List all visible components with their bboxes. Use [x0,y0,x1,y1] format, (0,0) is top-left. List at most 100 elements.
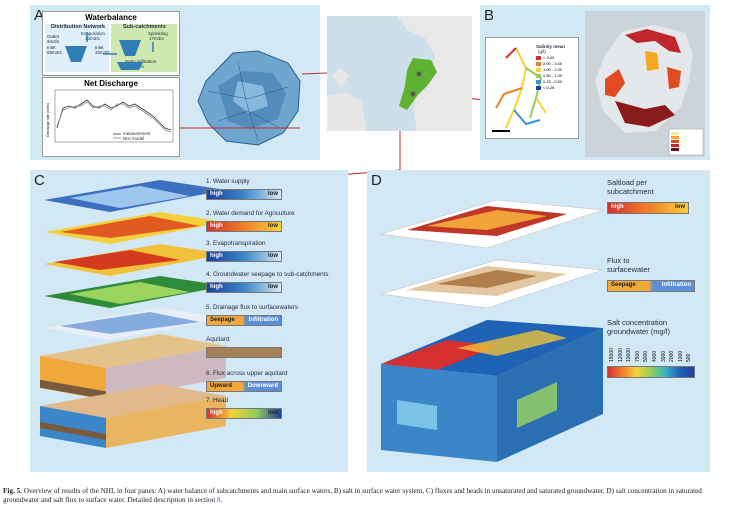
conc-tick-label: 5000 [643,350,650,362]
conc-tick-label: 4000 [652,350,658,362]
conc-title-2: groundwater (mg/l) [607,327,670,336]
salinity-legend-item: 0.25 - 0.50 [536,79,562,84]
c-layer-title: Aquitard [206,336,230,343]
saltload-title-2: subcatchment [607,187,654,196]
salinity-legend-swatch [536,67,541,72]
c-layer-right-label: low [268,253,278,259]
flux-title-1: Flux to [607,256,630,265]
inlet-value: 68m3/s [47,50,62,55]
netto-infiltration-label: Netto infiltration [125,59,157,64]
salinity-legend-title: Salinity mean [536,44,566,49]
salinity-legend-label: 2.00 - 3.00 [543,61,563,66]
conc-tick-label: 3000 [660,350,667,362]
salinity-legend-swatch [536,55,541,60]
caption-section-link[interactable]: 8 [216,496,221,504]
c-layer-right-label: low [268,191,278,197]
salinity-legend-label: 1.00 - 2.00 [543,67,563,72]
saltload-title-1: Saltload per [607,178,648,187]
net-discharge-plot [54,89,174,143]
salinity-legend-swatch [536,73,541,78]
conc-tick-label: 2000 [669,350,676,362]
conc-colorbar [607,366,695,378]
c-layer-title: 3. Evapotranspiration [206,240,266,247]
salinity-map-box: Salinity mean (g/l) > 3.00 2.00 - 3.00 1.0… [485,37,579,139]
c-layer-colorbar: Seepage Infiltration [206,315,282,326]
waterbalance-title: Waterbalance [85,13,137,22]
panel-a: A Waterbalance Distribution Network Sub-… [30,5,320,160]
layer-stack-c [40,180,226,448]
panel-d-letter: D [371,172,382,189]
saltload-right: low [675,204,685,210]
salinity-legend-unit: (g/l) [538,49,546,54]
c-layer-title: 5. Drainage flux to surfacewaters [206,304,299,311]
distribution-network-label: Distribution Network [51,24,106,30]
panel-c-letter: C [34,172,45,189]
salinity-legend-swatch [536,79,541,84]
flux-colorbar: Seepage Infiltration [607,280,695,292]
c-layer-right-label: low [268,410,278,416]
c-layer-title: 7. Head [206,397,229,404]
salinity-legend-label: 0.50 - 1.00 [543,73,563,78]
conc-tick-label: 10000 [626,348,633,362]
c-layer-colorbar [206,347,282,358]
net-discharge-box: Net Discharge Discharge rate (m3/s) meas… [42,77,180,157]
salinity-legend-label: < 0.25 [543,85,555,90]
saltload-left: high [611,204,624,210]
caption-label: Fig. 5. [3,487,22,495]
c-layer-right-label: low [268,223,278,229]
conc-ticks: 15000 12000 10000 7500 5000 4000 3000 2000 1000 5… [607,340,693,364]
c-layer-left-label: high [210,191,223,197]
legend-measurement: measurement [123,131,151,136]
c-layer-title: 4. Groundwater seepage to sub-catchments [206,271,329,278]
evaporation-value: 10m3/s [85,36,100,41]
saltload-colorbar: high low [607,202,689,214]
flux-right: Infiltration [661,282,691,288]
sub-catchments-label: Sub-catchments [123,24,166,30]
panel-c: C 1. Water supply high low 2. Water demand … [30,170,348,472]
panel-a-letter: A [34,7,45,24]
salinity-legend-label: 0.25 - 0.50 [543,79,563,84]
c-layer-title: 2. Water demand for Agriculture [206,210,295,217]
salinity-legend-item: 0.50 - 1.00 [536,73,562,78]
c-layer-left-label: high [210,284,223,290]
conc-tick-label: 7500 [634,350,641,362]
c-layer-colorbar: high low [206,282,282,293]
c-layer-title: 1. Water supply [206,178,250,185]
evaporation-label: Evaporation [81,31,106,36]
salinity-legend-label: > 3.00 [543,55,555,60]
c-layer-right-label: Infiltration [248,317,278,323]
net-discharge-title: Net Discharge [84,79,138,88]
flux-title-2: surfacewater [607,265,650,274]
outlet-value: 9m3/s [47,39,60,44]
nl-salt-map [585,11,705,157]
c-layer-colorbar: Upward Downward [206,381,282,392]
legend-nhi-model: NHI model [123,136,145,141]
waterbalance-diagram [65,32,154,70]
europe-map [327,16,472,131]
c-layer-colorbar: high low [206,251,282,262]
caption-end: . [220,496,223,504]
conc-tick-label: 15000 [609,348,615,362]
inlet2-value: 33m3/s [95,50,110,55]
panel-b-letter: B [484,7,495,24]
panel-b: B Salinity mean (g/l) > 3.00 2.00 - 3.00 1… [480,5,710,160]
outlet-label: Outlet [47,34,60,39]
c-layer-left-label: Upward [210,383,233,389]
waterbalance-box: Waterbalance Distribution Network Sub-ca… [42,11,180,76]
sprinkling-value: 17m3/s [149,36,164,41]
conc-tick-label: 500 [686,353,693,362]
caption-text: Overview of results of the NHI, in four … [3,487,702,504]
c-layer-left-label: high [210,223,223,229]
c-layer-colorbar: high low [206,189,282,200]
conc-tick-label: 1000 [677,350,684,362]
salinity-legend-swatch [536,61,541,66]
c-layer-left-label: high [210,253,223,259]
figure-caption: Fig. 5. Overview of results of the NHI, … [3,487,733,505]
c-layer-left-label: Seepage [210,317,235,323]
ijsselmeer-map [197,50,301,146]
salinity-legend-swatch [536,85,541,90]
conc-tick-label: 12000 [617,348,624,362]
c-layer-right-label: low [268,284,278,290]
inlet2-label: Inlet [95,45,104,50]
panel-d: D Saltload per subcatchment high low Flu… [367,170,710,472]
